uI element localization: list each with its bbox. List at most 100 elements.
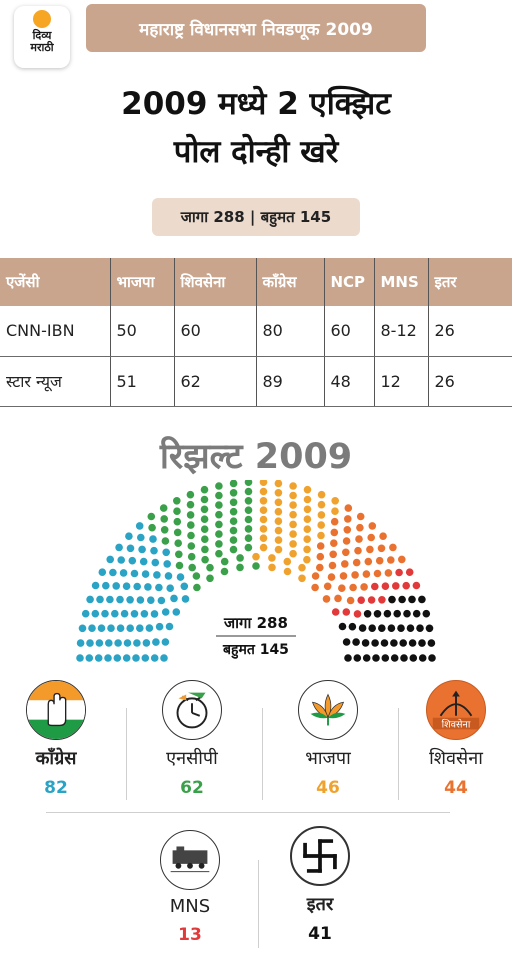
seat-dot <box>215 530 223 538</box>
seat-dot <box>399 639 408 647</box>
seat-dot <box>105 639 113 647</box>
seat-dot <box>81 609 90 618</box>
seat-dot <box>164 572 173 580</box>
seat-dot <box>351 571 359 579</box>
seat-dot <box>371 639 379 647</box>
seat-dot <box>113 654 122 662</box>
seat-dot <box>368 624 377 632</box>
seat-dot <box>362 570 371 578</box>
seat-dot <box>147 596 155 604</box>
seat-dot <box>363 610 372 618</box>
seat-dot <box>244 497 253 505</box>
seat-dot <box>303 545 311 554</box>
divider <box>126 708 127 800</box>
table-cell: 62 <box>173 356 256 407</box>
party-congress: काँग्रेस 82 <box>0 680 116 798</box>
seat-dot <box>268 563 276 572</box>
seat-dot <box>274 517 283 525</box>
seat-dot <box>384 569 393 577</box>
seat-dot <box>289 549 297 558</box>
seat-dot <box>344 654 352 662</box>
seat-dot <box>425 624 434 633</box>
table-cell: CNN-IBN <box>0 306 110 357</box>
seat-dot <box>126 596 134 604</box>
headline-line1: 2009 मध्ये 2 एक्झिट <box>121 86 391 122</box>
seat-dot <box>367 596 376 604</box>
seat-dot <box>132 654 140 662</box>
seat-dot <box>102 581 110 590</box>
seat-dot <box>166 584 174 592</box>
seat-dot <box>398 555 406 564</box>
seat-dot <box>398 595 406 604</box>
seat-dot <box>117 556 125 564</box>
seat-dot <box>244 487 253 496</box>
seat-dot <box>317 521 326 529</box>
exit-poll-table: एजेंसी भाजपा शिवसेना काँग्रेस NCP MNS इत… <box>0 258 512 407</box>
seat-dot <box>303 555 311 564</box>
seat-dot <box>405 568 414 576</box>
seat-dot <box>283 557 292 566</box>
seat-dot <box>289 491 297 500</box>
seat-dot <box>343 526 352 534</box>
seat-dot <box>85 654 94 662</box>
seat-dot <box>349 583 357 592</box>
seat-dot <box>418 654 427 662</box>
seat-dot <box>161 638 170 646</box>
seat-dot <box>174 539 182 547</box>
seat-dot <box>331 497 340 505</box>
seat-dot <box>303 495 312 504</box>
seat-dot <box>139 557 148 566</box>
seat-dot <box>303 485 312 494</box>
seat-dot <box>125 532 133 540</box>
seat-dot <box>341 560 349 568</box>
seat-dot <box>244 543 253 552</box>
seat-dot <box>229 545 238 554</box>
party-name: इतर <box>306 894 334 915</box>
seat-dot <box>371 582 379 591</box>
seat-dot <box>427 639 436 647</box>
seat-dot <box>328 561 337 570</box>
seat-dot <box>393 609 402 618</box>
seat-dot <box>123 639 132 647</box>
seat-dot <box>381 654 390 662</box>
seat-dot <box>137 533 145 542</box>
seat-dot <box>303 535 312 543</box>
seat-dot <box>289 540 297 548</box>
seat-dot <box>200 505 209 514</box>
seat-dot <box>112 582 120 590</box>
seat-dot <box>215 491 223 500</box>
party-mns: MNS 13 <box>130 830 250 945</box>
seat-dot <box>220 557 229 566</box>
seat-dot <box>140 610 149 618</box>
seat-dot <box>101 609 109 618</box>
seat-dot <box>215 482 223 490</box>
seat-dot <box>186 500 195 509</box>
seat-dot <box>152 638 160 646</box>
seat-dot <box>303 525 312 533</box>
seat-dot <box>334 594 342 603</box>
seat-dot <box>206 563 214 572</box>
party-ncp: एनसीपी 62 <box>132 680 252 798</box>
seat-dot <box>106 555 114 564</box>
seat-dot <box>361 639 370 647</box>
seat-dot <box>150 610 159 618</box>
seat-dot <box>88 624 96 632</box>
seat-dot <box>364 557 373 566</box>
table-cell: 89 <box>255 356 324 407</box>
seat-dot <box>274 498 283 507</box>
seat-dot <box>379 532 387 540</box>
seat-dot <box>289 482 297 490</box>
seat-dot <box>380 639 389 647</box>
seat-dot <box>187 542 196 550</box>
table-row: CNN-IBN 50 60 80 60 8-12 26 <box>0 306 512 357</box>
seat-dot <box>153 571 161 579</box>
seat-dot <box>150 546 158 555</box>
seat-dot <box>229 517 238 525</box>
party-seats: 82 <box>44 778 68 798</box>
seat-dot <box>355 535 363 543</box>
table-cell: 48 <box>323 356 374 407</box>
seat-dot <box>201 535 209 543</box>
shivsena-logo-text: शिवसेना <box>442 718 471 730</box>
seat-dot <box>387 624 396 632</box>
bow-arrow-icon: शिवसेना <box>426 680 486 740</box>
